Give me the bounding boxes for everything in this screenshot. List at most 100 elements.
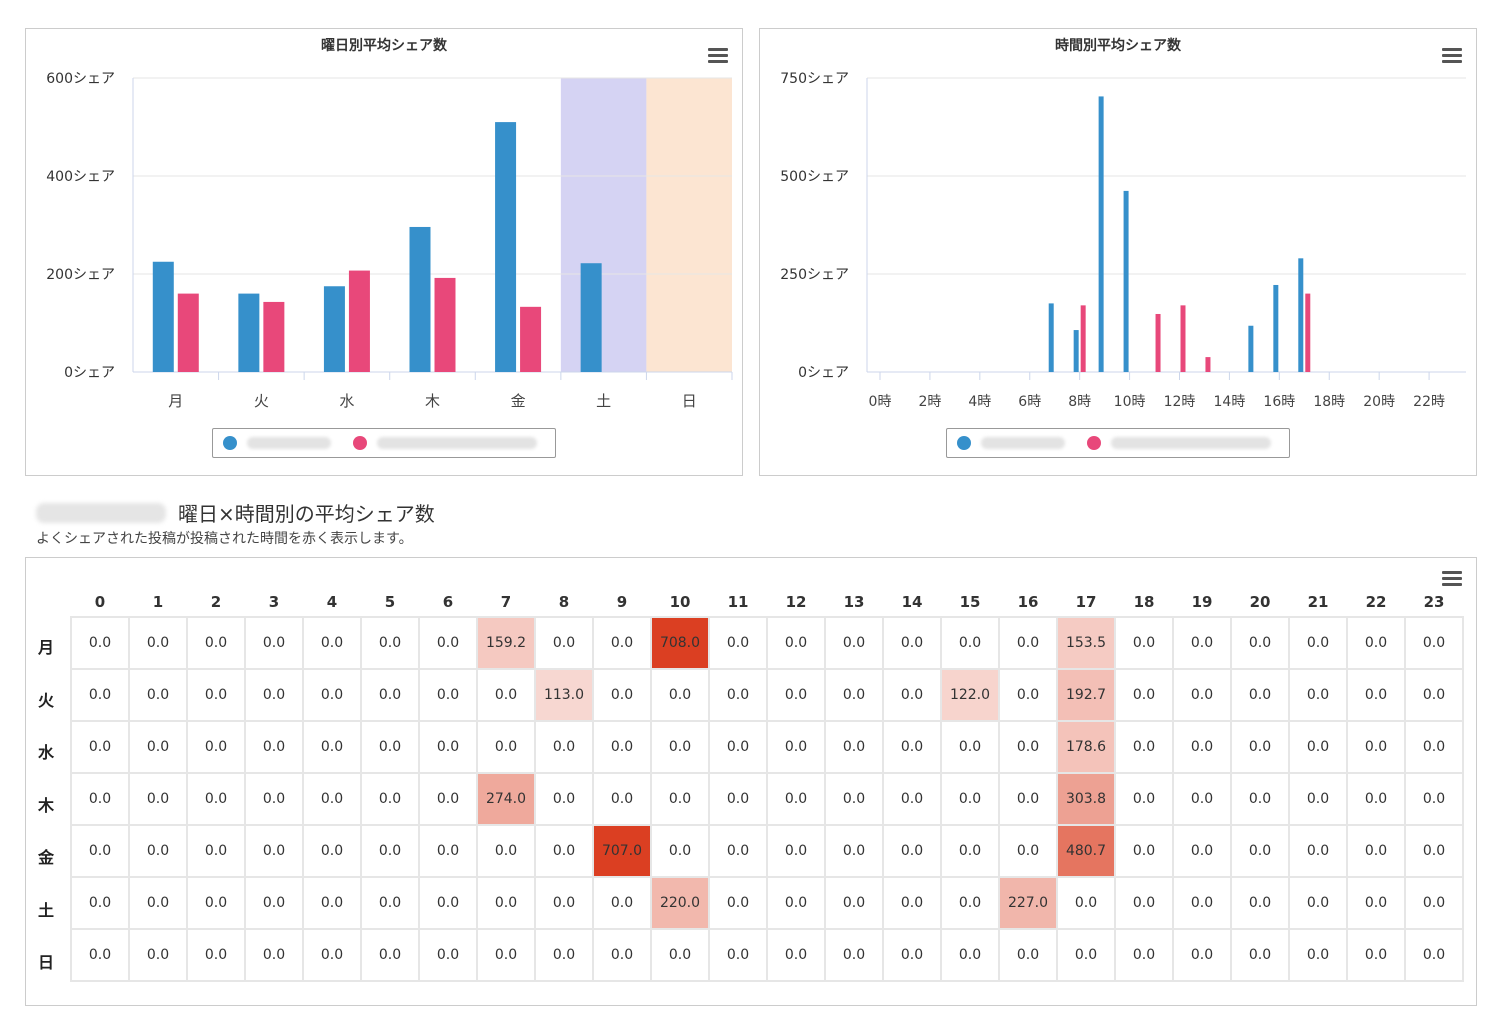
bar-blue-3 [409, 226, 431, 372]
x-tick-label: 12時 [1164, 394, 1196, 410]
heatmap-cell: 0.0 [1288, 668, 1348, 722]
legend-item-series-b[interactable] [1087, 436, 1271, 450]
heatmap-cell: 0.0 [70, 720, 130, 774]
heatmap-cell: 220.0 [650, 876, 710, 930]
heatmap-cell: 0.0 [534, 824, 594, 878]
heatmap-column-header: 15 [959, 593, 981, 611]
heatmap-cell: 0.0 [1346, 616, 1406, 670]
heatmap-cell: 0.0 [418, 720, 478, 774]
heatmap-cell: 0.0 [1230, 876, 1290, 930]
heatmap-row-label: 木 [37, 795, 54, 815]
heatmap-column-header: 7 [500, 593, 512, 611]
legend-item-series-a[interactable] [957, 436, 1065, 450]
heatmap-cell: 0.0 [998, 668, 1058, 722]
hourly-bar-chart: 0シェア 250シェア 500シェア 750シェア 0時 2時 4時 6時 8時 10時 12時 14… [780, 71, 1466, 410]
bar-blue-15 [1248, 325, 1254, 372]
heatmap-cell: 0.0 [360, 772, 420, 826]
heatmap-cell: 0.0 [476, 928, 536, 982]
heatmap-cell: 0.0 [1114, 928, 1174, 982]
heatmap-cell: 0.0 [708, 824, 768, 878]
heatmap-row-label: 火 [37, 690, 54, 710]
heatmap-cell: 0.0 [302, 720, 362, 774]
heatmap-cell: 0.0 [476, 824, 536, 878]
heatmap-cell: 0.0 [418, 824, 478, 878]
heatmap-cell: 0.0 [128, 824, 188, 878]
heatmap-cell: 0.0 [186, 824, 246, 878]
x-tick-label: 8時 [1068, 394, 1091, 410]
heatmap-cell: 0.0 [1230, 824, 1290, 878]
heatmap-cell: 0.0 [1404, 668, 1464, 722]
heatmap-cell: 0.0 [244, 720, 304, 774]
y-tick-label: 200シェア [46, 267, 115, 283]
heatmap-cell: 227.0 [998, 876, 1058, 930]
heatmap-cell: 0.0 [1230, 928, 1290, 982]
heatmap-cell: 0.0 [128, 616, 188, 670]
heatmap-cell: 0.0 [882, 824, 942, 878]
legend-dot-pink [1087, 436, 1101, 450]
bar-blue-10 [1123, 190, 1129, 372]
heatmap-column-header: 17 [1075, 593, 1097, 611]
hamburger-menu-icon[interactable] [1442, 48, 1462, 64]
y-tick-label: 250シェア [780, 267, 849, 283]
heatmap-cell: 0.0 [708, 772, 768, 826]
x-tick-label: 0時 [869, 394, 892, 410]
heatmap-row: 0.0 0.0 0.0 0.0 0.0 0.0 0.0 0.0 0.0 0.0 0.0 0.0 0.0 0… [70, 928, 1464, 982]
heatmap-cell: 708.0 [650, 616, 710, 670]
heatmap-cell: 0.0 [70, 928, 130, 982]
heatmap-cell: 0.0 [650, 720, 710, 774]
heatmap-cell: 0.0 [244, 824, 304, 878]
heatmap-cell: 0.0 [1288, 876, 1348, 930]
y-tick-label: 0シェア [64, 365, 115, 381]
heatmap-cell: 0.0 [1404, 876, 1464, 930]
heatmap-cell: 0.0 [998, 720, 1058, 774]
legend-dot-blue [957, 436, 971, 450]
heatmap-cell: 0.0 [766, 668, 826, 722]
heatmap-header-row: 0 1 2 3 4 5 6 7 8 9 10 11 12 13 14 15 16 17 18 19 20 21 22 23 [71, 588, 1463, 617]
heatmap-column-header: 12 [785, 593, 807, 611]
heatmap-cell: 0.0 [1172, 824, 1232, 878]
heatmap-cell: 0.0 [824, 824, 884, 878]
heatmap-cell: 192.7 [1056, 668, 1116, 722]
legend-item-series-b[interactable] [353, 436, 537, 450]
heatmap-row: 0.0 0.0 0.0 0.0 0.0 0.0 0.0 0.0 0.0 707.0 0.0 0.0 0.… [70, 824, 1464, 878]
heatmap-row-label: 土 [37, 900, 54, 920]
heatmap-cell: 0.0 [1288, 720, 1348, 774]
heatmap-cell: 0.0 [244, 668, 304, 722]
x-tick-label: 土 [596, 392, 611, 410]
y-tick-label: 600シェア [46, 71, 115, 87]
heatmap-column-header: 9 [616, 593, 628, 611]
heatmap-cell: 0.0 [360, 824, 420, 878]
heatmap-cell: 0.0 [824, 876, 884, 930]
heatmap-cell: 0.0 [476, 876, 536, 930]
heatmap-cell: 0.0 [1404, 824, 1464, 878]
heatmap-subtitle: よくシェアされた投稿が投稿された時間を赤く表示します。 [36, 531, 413, 547]
hamburger-menu-icon[interactable] [1442, 571, 1462, 587]
heatmap-cell: 0.0 [302, 928, 362, 982]
heatmap-cell: 0.0 [1288, 616, 1348, 670]
heatmap-cell: 0.0 [1346, 824, 1406, 878]
heatmap-cell: 0.0 [418, 928, 478, 982]
heatmap-cell: 0.0 [592, 668, 652, 722]
heatmap-column-header: 5 [384, 593, 396, 611]
heatmap-table: 0 1 2 3 4 5 6 7 8 9 10 11 12 13 14 15 16 17 18 19 20 21 22 23 0… [70, 588, 1464, 982]
heatmap-row-label: 日 [37, 953, 54, 972]
heatmap-cell: 0.0 [1172, 668, 1232, 722]
y-tick-label: 500シェア [780, 169, 849, 185]
heatmap-cell: 0.0 [650, 668, 710, 722]
heatmap-cell: 0.0 [128, 668, 188, 722]
hamburger-menu-icon[interactable] [708, 48, 728, 64]
heatmap-cell: 0.0 [824, 928, 884, 982]
heatmap-cell: 0.0 [418, 876, 478, 930]
x-tick-label: 木 [425, 392, 440, 410]
weekday-chart-legend [212, 428, 556, 458]
heatmap-cell: 0.0 [940, 876, 1000, 930]
legend-item-series-a[interactable] [223, 436, 331, 450]
heatmap-cell: 0.0 [650, 824, 710, 878]
bar-pink-0 [177, 293, 199, 372]
heatmap-cell: 0.0 [824, 616, 884, 670]
heatmap-cell: 159.2 [476, 616, 536, 670]
heatmap-cell: 303.8 [1056, 772, 1116, 826]
heatmap-cell: 178.6 [1056, 720, 1116, 774]
heatmap-cell: 0.0 [1404, 720, 1464, 774]
heatmap-cell: 0.0 [708, 928, 768, 982]
